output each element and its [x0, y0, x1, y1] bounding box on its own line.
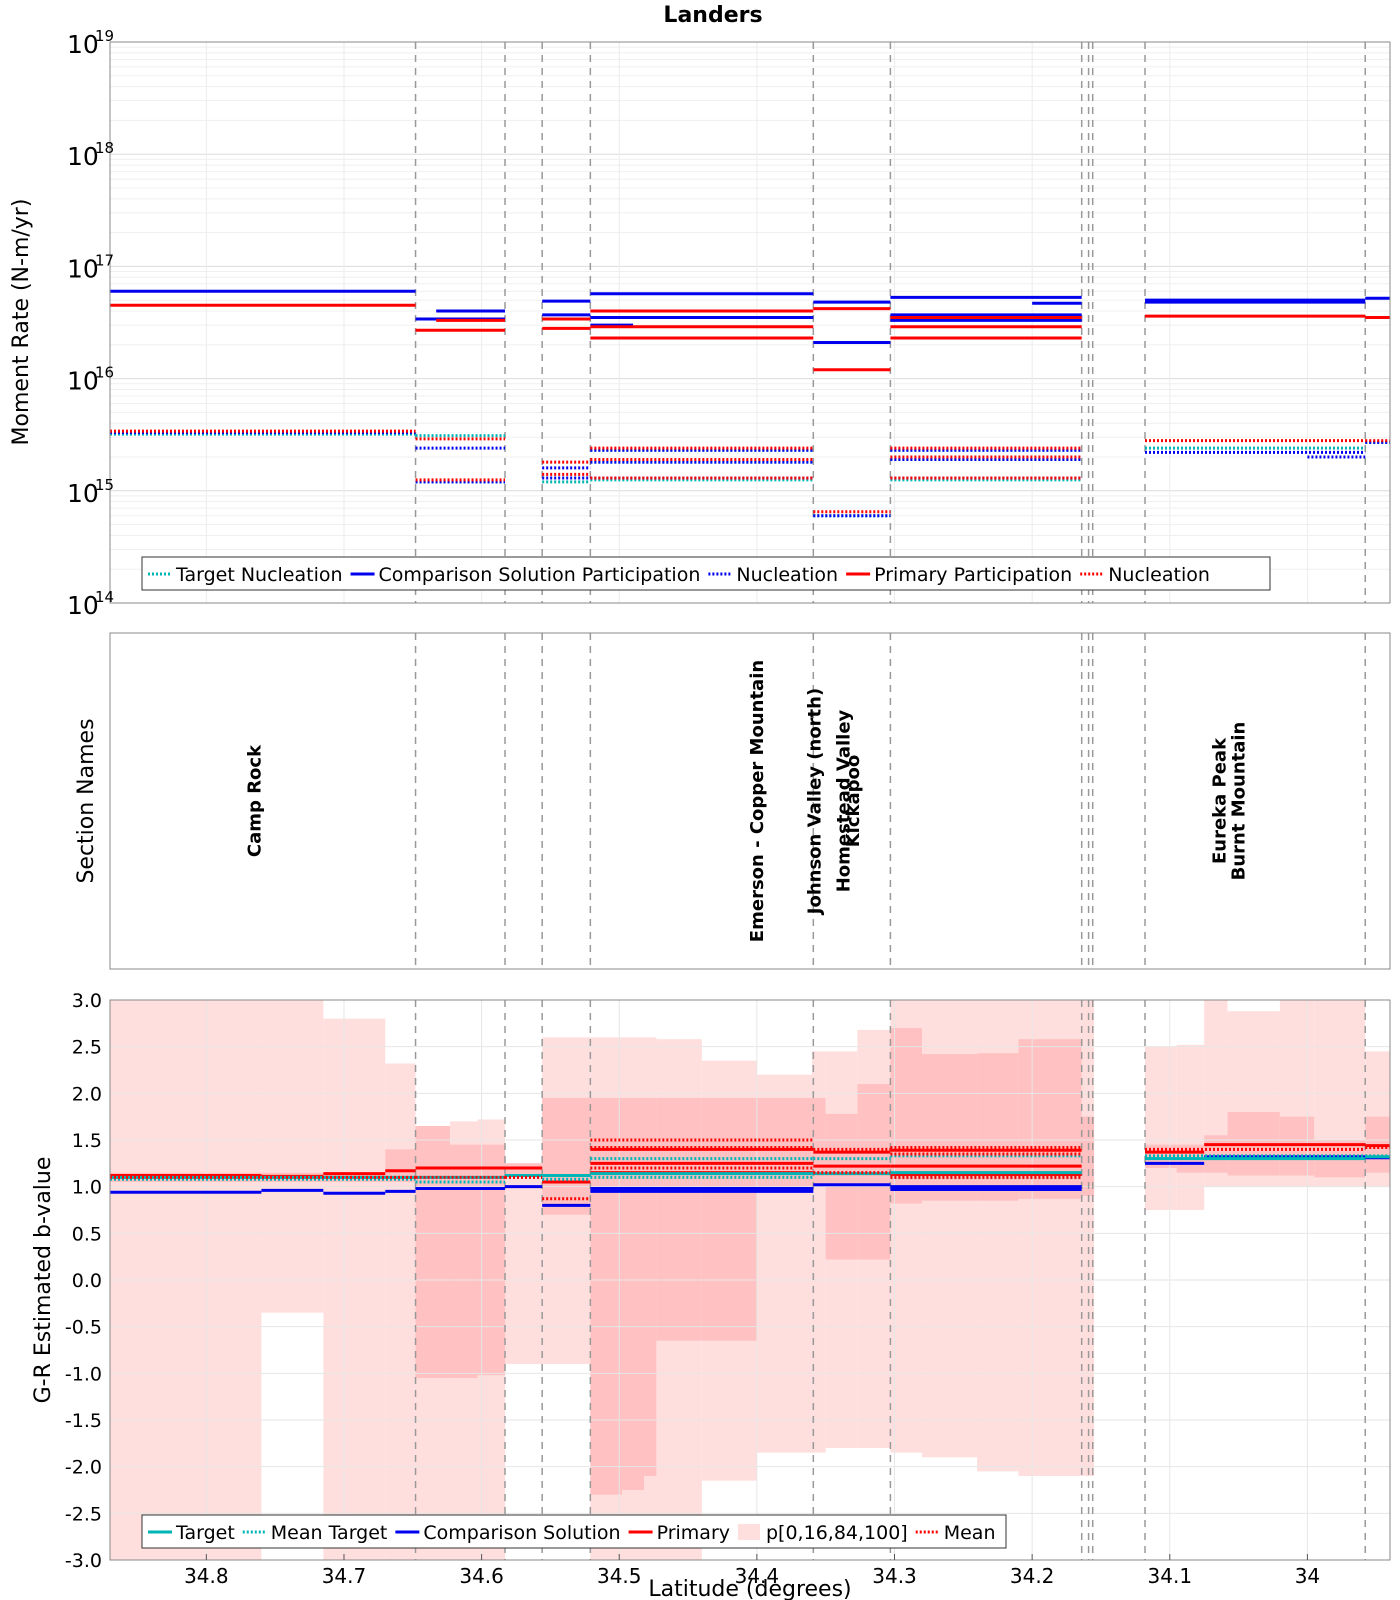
y-tick-label: 2.5 [72, 1037, 102, 1059]
b-value-panel: 3.0 2.5 2.0 1.5 1.0 0.5 0.0 -0.5 -1.0 -1.5 -2.0 -2.… [31, 990, 1391, 1572]
section-name: Eureka Peak [1209, 737, 1230, 864]
legend-label: Target Nucleation [175, 564, 343, 586]
y-tick-label: -2.5 [65, 1503, 102, 1525]
band-inner [656, 1098, 702, 1341]
moment-rate-section-dividers [414, 42, 1366, 603]
y-tick-label: -1.0 [65, 1363, 102, 1385]
x-tick-label: 34.1 [1148, 1564, 1193, 1588]
band-inner [622, 1098, 645, 1490]
x-tick-label: 34.7 [322, 1564, 367, 1588]
y-tick-label: 0.0 [72, 1270, 102, 1292]
y-tick-label: 1.0 [72, 1177, 102, 1199]
moment-rate-frame [109, 41, 1391, 604]
legend-label: Comparison Solution [423, 1522, 620, 1544]
legend-label: Primary Participation [874, 564, 1072, 586]
y-tick-label: 10 [67, 479, 99, 508]
y-tick-exponent: 14 [95, 588, 114, 606]
band-outer [1176, 1044, 1205, 1210]
section-name: Burnt Mountain [1229, 722, 1250, 881]
b-value-section-dividers [414, 1000, 1366, 1560]
y-tick-exponent: 19 [95, 27, 114, 45]
section-names-panel: Camp Rock Emerson - Copper Mountain Johnso… [74, 632, 1391, 970]
section-name: Johnson Valley (north) [805, 688, 826, 916]
band-outer [323, 1018, 386, 1560]
y-tick-exponent: 18 [95, 139, 114, 157]
y-tick-label: 10 [67, 591, 99, 620]
legend-label: Nucleation [736, 564, 838, 586]
y-tick-label: 0.5 [72, 1223, 102, 1245]
legend-label: Primary [657, 1522, 730, 1544]
legend-label: p[0,16,84,100] [766, 1522, 908, 1544]
legend-label: Mean [944, 1522, 996, 1544]
y-tick-label: 3.0 [72, 990, 102, 1012]
b-value-series [110, 1138, 1390, 1207]
section-name: Emerson - Copper Mountain [747, 660, 768, 942]
legend-label: Mean Target [271, 1522, 388, 1544]
band-outer [1145, 1046, 1177, 1210]
y-tick-exponent: 15 [95, 476, 114, 494]
x-tick-label: 34.5 [597, 1564, 642, 1588]
band-inner [1204, 1135, 1228, 1173]
band-inner [811, 1098, 826, 1187]
band-inner [449, 1144, 478, 1378]
x-axis-ticks: 34.8 34.7 34.6 34.5 34.4 34.3 34.2 34.1 34 [184, 1554, 1320, 1588]
legend-label: Nucleation [1108, 564, 1210, 586]
y-tick-label: -3.0 [65, 1550, 102, 1572]
b-value-legend: Target Mean Target Comparison Solution Prim… [141, 1514, 1007, 1549]
section-name: Homestead Valley [834, 709, 855, 892]
band-inner [922, 1054, 978, 1201]
band-inner [542, 1098, 591, 1215]
moment-rate-legend: Target Nucleation Comparison Solution Par… [141, 556, 1271, 591]
moment-rate-series [110, 289, 1390, 518]
y-tick-label: 1.5 [72, 1130, 102, 1152]
band-outer [385, 1063, 416, 1560]
x-tick-label: 34.4 [735, 1564, 780, 1588]
x-tick-label: 34.6 [459, 1564, 504, 1588]
band-outer [505, 1163, 543, 1364]
legend-label: Comparison Solution Participation [379, 564, 701, 586]
x-tick-label: 34.8 [184, 1564, 229, 1588]
y-tick-label: 10 [67, 142, 99, 171]
moment-rate-y-label: Moment Rate (N-m/yr) [9, 199, 34, 446]
x-tick-label: 34.3 [872, 1564, 917, 1588]
y-tick-label: -2.0 [65, 1457, 102, 1479]
b-value-y-label: G-R Estimated b-value [31, 1157, 56, 1404]
y-tick-label: -0.5 [65, 1317, 102, 1339]
y-tick-exponent: 16 [95, 364, 114, 382]
section-name: Camp Rock [245, 744, 266, 857]
x-tick-label: 34 [1295, 1564, 1320, 1588]
y-tick-label: 10 [67, 30, 99, 59]
band-inner [415, 1126, 450, 1378]
chart-title: Landers [663, 3, 762, 28]
y-tick-exponent: 17 [95, 251, 114, 269]
x-axis-label: Latitude (degrees) [648, 1577, 851, 1600]
x-tick-label: 34.2 [1010, 1564, 1055, 1588]
legend-label: Target [175, 1522, 235, 1544]
legend-swatch [738, 1524, 760, 1540]
b-value-y-ticks: 3.0 2.5 2.0 1.5 1.0 0.5 0.0 -0.5 -1.0 -1.5 -2.0 -2.… [65, 990, 102, 1572]
band-inner [644, 1098, 657, 1476]
y-tick-label: -1.5 [65, 1410, 102, 1432]
section-name-labels: Camp Rock Emerson - Copper Mountain Johnso… [245, 660, 1250, 942]
band-inner [701, 1098, 757, 1341]
section-names-y-label: Section Names [74, 718, 99, 883]
y-tick-label: 10 [67, 254, 99, 283]
band-outer [261, 1000, 324, 1313]
b-value-frame [109, 999, 1391, 1561]
section-name: Kickapoo [843, 755, 864, 848]
y-tick-label: 2.0 [72, 1083, 102, 1105]
section-names-dividers [414, 633, 1366, 969]
section-names-frame [109, 632, 1391, 970]
y-tick-label: 10 [67, 367, 99, 396]
